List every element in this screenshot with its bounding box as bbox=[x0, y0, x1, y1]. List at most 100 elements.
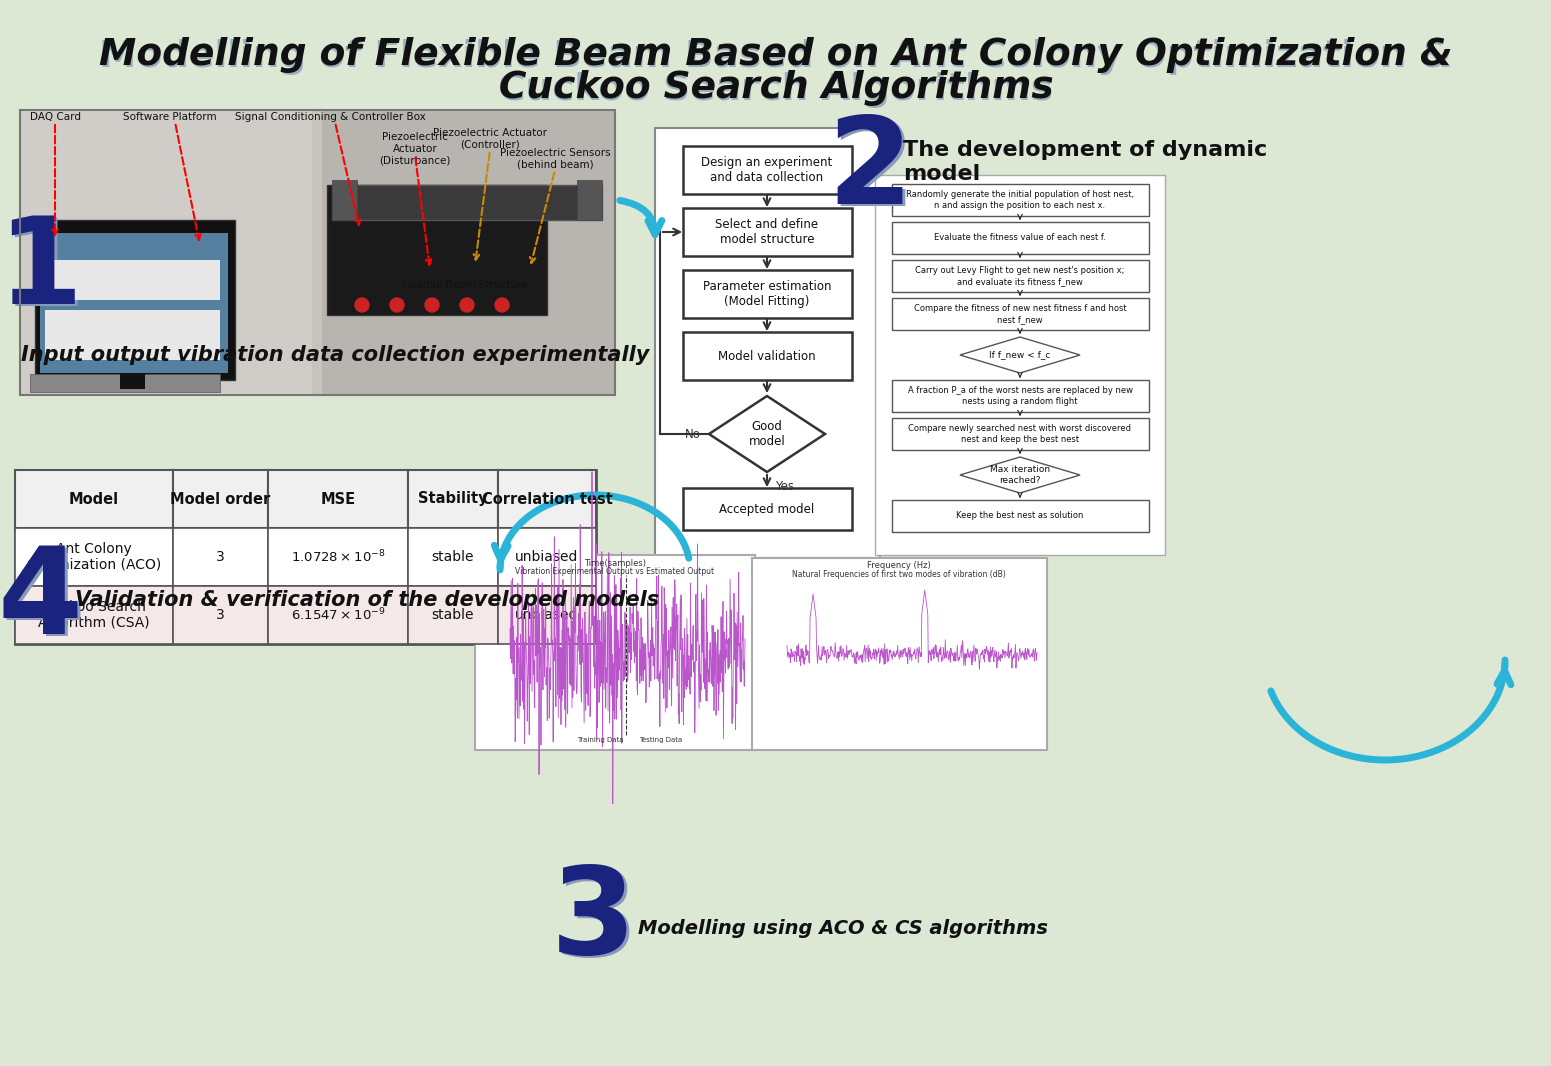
Text: Natural Frequencies of first two modes of vibration (dB): Natural Frequencies of first two modes o… bbox=[793, 570, 1007, 579]
FancyBboxPatch shape bbox=[323, 110, 614, 395]
Text: Model: Model bbox=[68, 491, 119, 506]
FancyBboxPatch shape bbox=[174, 528, 268, 586]
FancyBboxPatch shape bbox=[16, 470, 596, 644]
Text: stable: stable bbox=[431, 550, 475, 564]
Text: If f_new < f_c: If f_new < f_c bbox=[990, 351, 1050, 359]
FancyBboxPatch shape bbox=[29, 374, 220, 392]
Text: Model order: Model order bbox=[171, 491, 270, 506]
FancyBboxPatch shape bbox=[892, 260, 1149, 292]
FancyBboxPatch shape bbox=[174, 470, 268, 528]
Text: Modelling using ACO & CS algorithms: Modelling using ACO & CS algorithms bbox=[637, 919, 1048, 937]
FancyBboxPatch shape bbox=[45, 260, 220, 300]
FancyBboxPatch shape bbox=[268, 470, 408, 528]
Text: Time(samples): Time(samples) bbox=[585, 559, 647, 567]
FancyBboxPatch shape bbox=[682, 270, 851, 318]
Polygon shape bbox=[960, 337, 1079, 373]
FancyBboxPatch shape bbox=[498, 470, 596, 528]
Text: Modelling of Flexible Beam Based on Ant Colony Optimization &: Modelling of Flexible Beam Based on Ant … bbox=[99, 37, 1453, 72]
Text: 3: 3 bbox=[216, 608, 225, 621]
Text: Cuckoo Search Algorithms: Cuckoo Search Algorithms bbox=[498, 70, 1053, 106]
Text: Stability: Stability bbox=[419, 491, 489, 506]
Text: Flexible Beam Structure: Flexible Beam Structure bbox=[402, 280, 527, 290]
FancyBboxPatch shape bbox=[16, 586, 174, 644]
Text: Cuckoo Search
Algorithm (CSA): Cuckoo Search Algorithm (CSA) bbox=[39, 600, 150, 630]
Text: Parameter estimation
(Model Fitting): Parameter estimation (Model Fitting) bbox=[703, 280, 831, 308]
FancyBboxPatch shape bbox=[40, 233, 228, 373]
Text: 1: 1 bbox=[0, 211, 82, 328]
Text: Evaluate the fitness value of each nest f.: Evaluate the fitness value of each nest … bbox=[934, 233, 1106, 242]
FancyBboxPatch shape bbox=[327, 185, 548, 314]
Text: Randomly generate the initial population of host nest,
n and assign the position: Randomly generate the initial population… bbox=[906, 191, 1134, 210]
FancyBboxPatch shape bbox=[45, 310, 220, 360]
Text: Compare newly searched nest with worst discovered
nest and keep the best nest: Compare newly searched nest with worst d… bbox=[909, 424, 1132, 443]
Text: Training Data: Training Data bbox=[577, 737, 624, 743]
FancyBboxPatch shape bbox=[498, 528, 596, 586]
Text: Vibration Experimental Output vs Estimated Output: Vibration Experimental Output vs Estimat… bbox=[515, 567, 715, 576]
FancyBboxPatch shape bbox=[892, 222, 1149, 254]
Text: Accepted model: Accepted model bbox=[720, 502, 814, 516]
FancyBboxPatch shape bbox=[20, 110, 312, 395]
Circle shape bbox=[425, 298, 439, 312]
Text: Compare the fitness of new nest fitness f and host
nest f_new: Compare the fitness of new nest fitness … bbox=[914, 304, 1126, 324]
FancyBboxPatch shape bbox=[16, 470, 174, 528]
FancyBboxPatch shape bbox=[408, 528, 498, 586]
FancyBboxPatch shape bbox=[332, 185, 602, 220]
Text: Signal Conditioning & Controller Box: Signal Conditioning & Controller Box bbox=[234, 112, 425, 122]
Text: Yes: Yes bbox=[776, 480, 794, 492]
Text: DAQ Card: DAQ Card bbox=[29, 112, 81, 122]
Circle shape bbox=[389, 298, 403, 312]
FancyBboxPatch shape bbox=[892, 379, 1149, 411]
FancyBboxPatch shape bbox=[36, 220, 236, 379]
Polygon shape bbox=[709, 395, 825, 472]
Text: No: No bbox=[686, 427, 701, 440]
Text: Input output vibration data collection experimentally: Input output vibration data collection e… bbox=[20, 345, 650, 365]
Text: unbiased: unbiased bbox=[515, 550, 579, 564]
FancyBboxPatch shape bbox=[498, 586, 596, 644]
FancyBboxPatch shape bbox=[174, 586, 268, 644]
Polygon shape bbox=[960, 457, 1079, 492]
FancyBboxPatch shape bbox=[475, 555, 755, 750]
Text: Ant Colony
Optimization (ACO): Ant Colony Optimization (ACO) bbox=[26, 542, 161, 572]
FancyBboxPatch shape bbox=[577, 180, 602, 220]
Text: Validation & verification of the developed models: Validation & verification of the develop… bbox=[74, 589, 659, 610]
Text: Max iteration
reached?: Max iteration reached? bbox=[990, 465, 1050, 485]
FancyBboxPatch shape bbox=[16, 528, 174, 586]
Text: 1: 1 bbox=[0, 214, 85, 332]
Text: Model validation: Model validation bbox=[718, 350, 816, 362]
FancyBboxPatch shape bbox=[408, 586, 498, 644]
FancyBboxPatch shape bbox=[332, 180, 357, 220]
FancyBboxPatch shape bbox=[268, 586, 408, 644]
FancyBboxPatch shape bbox=[682, 488, 851, 530]
Circle shape bbox=[495, 298, 509, 312]
Text: Piezoelectric
Actuator
(Disturbance): Piezoelectric Actuator (Disturbance) bbox=[380, 132, 451, 165]
Text: 3: 3 bbox=[216, 550, 225, 564]
FancyBboxPatch shape bbox=[655, 128, 879, 558]
Text: Correlation test: Correlation test bbox=[481, 491, 613, 506]
Circle shape bbox=[355, 298, 369, 312]
Text: Carry out Levy Flight to get new nest's position x;
and evaluate its fitness f_n: Carry out Levy Flight to get new nest's … bbox=[915, 266, 1124, 286]
Text: A fraction P_a of the worst nests are replaced by new
nests using a random fligh: A fraction P_a of the worst nests are re… bbox=[907, 386, 1132, 406]
Text: unbiased: unbiased bbox=[515, 608, 579, 621]
Text: Software Platform: Software Platform bbox=[123, 112, 217, 122]
Text: Good
model: Good model bbox=[749, 420, 785, 448]
FancyBboxPatch shape bbox=[408, 470, 498, 528]
Text: 3: 3 bbox=[551, 861, 636, 979]
Text: Testing Data: Testing Data bbox=[639, 737, 682, 743]
Text: 4: 4 bbox=[0, 545, 85, 662]
FancyBboxPatch shape bbox=[892, 298, 1149, 330]
Text: $6.1547 \times 10^{-9}$: $6.1547 \times 10^{-9}$ bbox=[290, 607, 385, 624]
FancyBboxPatch shape bbox=[119, 374, 144, 389]
Text: Modelling of Flexible Beam Based on Ant Colony Optimization &: Modelling of Flexible Beam Based on Ant … bbox=[99, 39, 1453, 75]
FancyBboxPatch shape bbox=[682, 332, 851, 379]
Text: 3: 3 bbox=[554, 865, 639, 982]
Text: stable: stable bbox=[431, 608, 475, 621]
Text: Frequency (Hz): Frequency (Hz) bbox=[867, 562, 931, 570]
Text: The development of dynamic
model: The development of dynamic model bbox=[903, 141, 1267, 183]
Text: Piezoelectric Sensors
(behind beam): Piezoelectric Sensors (behind beam) bbox=[499, 148, 610, 169]
Text: Keep the best nest as solution: Keep the best nest as solution bbox=[957, 512, 1084, 520]
FancyBboxPatch shape bbox=[892, 418, 1149, 450]
Text: 2: 2 bbox=[828, 112, 912, 228]
FancyBboxPatch shape bbox=[682, 146, 851, 194]
Text: 4: 4 bbox=[0, 542, 82, 659]
FancyBboxPatch shape bbox=[892, 184, 1149, 216]
